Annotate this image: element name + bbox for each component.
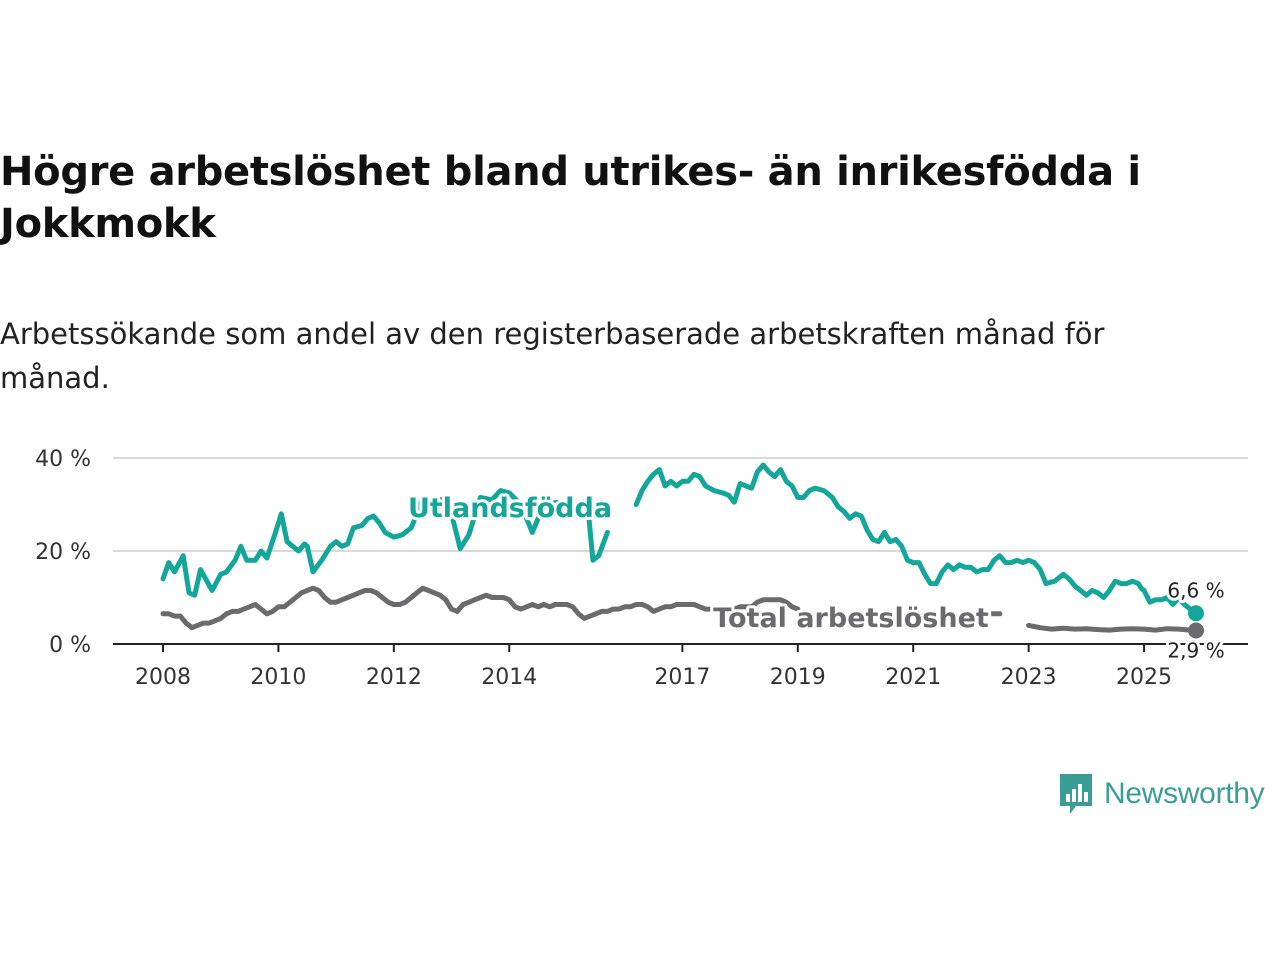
series-line-utlandsfodda-1 bbox=[633, 462, 1199, 616]
chart-subtitle: Arbetssökande som andel av den registerb… bbox=[0, 317, 1105, 395]
y-tick-label-0: 0 % bbox=[49, 633, 91, 658]
x-tick-label-2008: 2008 bbox=[135, 665, 191, 690]
gridlines bbox=[113, 457, 1248, 552]
x-tick-label-2010: 2010 bbox=[250, 665, 306, 690]
series-line-utlandsfodda bbox=[160, 488, 610, 598]
y-axis: 0 % 20 % 40 % bbox=[35, 447, 91, 658]
label-layer: Utlandsfödda Total arbetslöshet 6,6 % 2,9 % bbox=[405, 490, 1228, 666]
series-layer bbox=[160, 462, 1204, 639]
x-tick-label-2014: 2014 bbox=[481, 665, 537, 690]
x-tick-label-2025: 2025 bbox=[1116, 665, 1172, 690]
end-label-utlandsfodda: 6,6 % bbox=[1167, 578, 1224, 602]
x-axis: 2008 2010 2012 2014 2017 2019 2021 2023 2025 bbox=[113, 643, 1248, 690]
x-tick-label-2017: 2017 bbox=[654, 665, 710, 690]
series-end-marker-total bbox=[1188, 622, 1204, 639]
series-label-utlandsfodda: Utlandsfödda bbox=[408, 493, 612, 524]
x-tick-label-2023: 2023 bbox=[1001, 665, 1057, 690]
newsworthy-logo-text: Newsworthy bbox=[1104, 777, 1265, 810]
x-tick-label-2019: 2019 bbox=[770, 665, 826, 690]
series-line-total-2 bbox=[1026, 622, 1199, 633]
series-label-total: Total arbetslöshet bbox=[713, 603, 989, 634]
newsworthy-logo-icon bbox=[1060, 774, 1092, 814]
series-line-total bbox=[160, 585, 801, 631]
y-tick-label-40: 40 % bbox=[35, 447, 91, 472]
line-chart: 0 % 20 % 40 % 2008 2010 2012 2014 2017 2019 2021… bbox=[35, 447, 1248, 690]
x-tick-label-2012: 2012 bbox=[366, 665, 422, 690]
newsworthy-logo: Newsworthy bbox=[1058, 772, 1265, 816]
end-label-total: 2,9 % bbox=[1167, 639, 1224, 663]
series-end-marker-utlandsfodda bbox=[1188, 605, 1204, 622]
y-tick-label-20: 20 % bbox=[35, 540, 91, 565]
chart-title: Högre arbetslöshet bland utrikes- än inr… bbox=[0, 149, 1141, 247]
x-tick-label-2021: 2021 bbox=[885, 665, 941, 690]
